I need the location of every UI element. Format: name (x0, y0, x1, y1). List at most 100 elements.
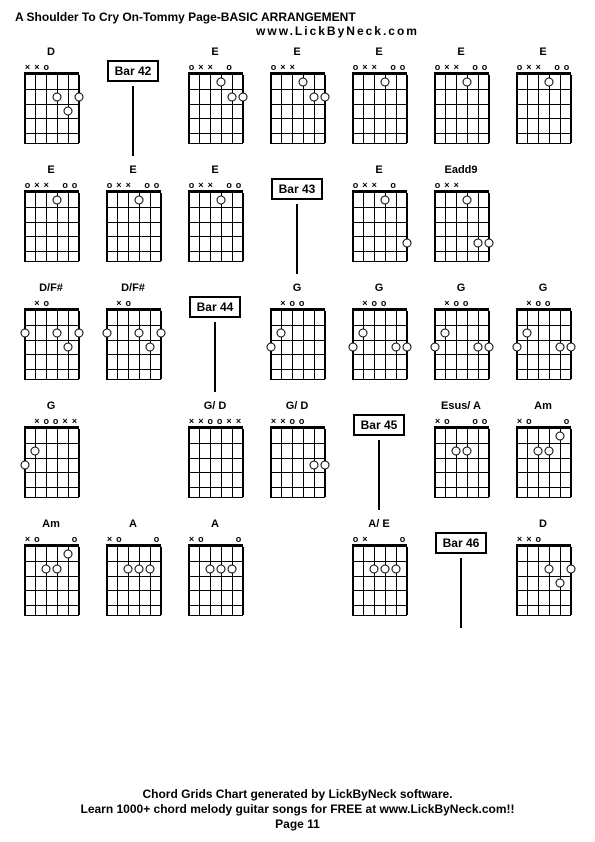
string-marker: × (516, 416, 524, 426)
chord-name-label: G/ D (204, 400, 227, 414)
finger-dot (216, 78, 225, 87)
string-marker: × (443, 180, 451, 190)
finger-dot (555, 432, 564, 441)
string-marker: o (152, 180, 160, 190)
chord-top-markers: ×oo (270, 298, 325, 308)
string-marker: × (115, 180, 123, 190)
fretboard (352, 308, 407, 380)
finger-dot (462, 78, 471, 87)
footer-line-2: Learn 1000+ chord melody guitar songs fo… (0, 802, 595, 816)
chord-top-markers: ×oo×× (24, 416, 79, 426)
finger-dot (124, 564, 133, 573)
string-marker: o (434, 62, 442, 72)
finger-dot (134, 328, 143, 337)
chord-diagram: Eo××oo (425, 46, 497, 156)
chord-diagram: G×oo (507, 282, 579, 392)
fretboard (106, 544, 161, 616)
string-marker: o (480, 416, 488, 426)
string-marker: × (188, 534, 196, 544)
string-marker: o (352, 180, 360, 190)
finger-dot (484, 343, 493, 352)
chord-top-markers: ×oo (434, 298, 489, 308)
chord-top-markers: ×oo (516, 416, 571, 426)
string-marker: o (298, 416, 306, 426)
string-marker: o (52, 416, 60, 426)
string-marker: o (216, 416, 224, 426)
string-marker: × (33, 416, 41, 426)
string-marker: o (70, 534, 78, 544)
chord-diagram: A×oo (97, 518, 169, 628)
blank-cell (97, 400, 169, 510)
string-marker: o (380, 298, 388, 308)
chord-name-label: E (375, 164, 382, 178)
finger-dot (227, 92, 236, 101)
string-marker: o (398, 62, 406, 72)
blank-cell (507, 164, 579, 274)
fretboard (24, 544, 79, 616)
fretboard (24, 308, 79, 380)
finger-dot (380, 78, 389, 87)
bar-label: Bar 43 (271, 178, 324, 200)
string-marker: o (188, 62, 196, 72)
chord-top-markers: o×× (434, 180, 489, 190)
chord-top-markers: o××oo (352, 62, 407, 72)
fretboard (434, 72, 489, 144)
string-marker: × (452, 62, 460, 72)
chord-diagram: G×oo (425, 282, 497, 392)
string-marker: × (124, 180, 132, 190)
string-marker: × (24, 62, 32, 72)
string-marker: × (434, 416, 442, 426)
chord-top-markers: o××oo (516, 62, 571, 72)
fretboard (24, 190, 79, 262)
string-marker: o (24, 180, 32, 190)
chord-name-label: D (47, 46, 55, 60)
page-title: A Shoulder To Cry On-Tommy Page-BASIC AR… (15, 10, 580, 24)
string-marker: × (370, 62, 378, 72)
chord-top-markers: o××oo (188, 180, 243, 190)
fretboard (270, 72, 325, 144)
fretboard (516, 544, 571, 616)
string-marker: o (225, 62, 233, 72)
bar-marker: Bar 45 (343, 400, 415, 510)
finger-dot (473, 239, 482, 248)
string-marker: × (525, 62, 533, 72)
finger-dot (52, 328, 61, 337)
string-marker: × (33, 298, 41, 308)
chord-diagram: Eo××o (179, 46, 251, 156)
bar-marker: Bar 44 (179, 282, 251, 392)
finger-dot (402, 239, 411, 248)
finger-dot (473, 343, 482, 352)
string-marker: × (279, 298, 287, 308)
chord-diagram: A/ Eo×o (343, 518, 415, 628)
string-marker: o (61, 180, 69, 190)
chord-diagram: Eo××oo (507, 46, 579, 156)
string-marker: o (480, 62, 488, 72)
chord-diagram: G/ D××oo (261, 400, 333, 510)
bar-divider-line (378, 440, 380, 510)
fretboard (434, 308, 489, 380)
finger-dot (52, 564, 61, 573)
chord-name-label: D/F# (121, 282, 145, 296)
chord-grid: D××oBar 42Eo××oEo××Eo××ooEo××ooEo××ooEo×… (15, 46, 580, 628)
string-marker: o (70, 180, 78, 190)
string-marker: o (370, 298, 378, 308)
string-marker: o (443, 416, 451, 426)
finger-dot (523, 328, 532, 337)
chord-name-label: E (457, 46, 464, 60)
finger-dot (266, 343, 275, 352)
chord-top-markers: o×× (270, 62, 325, 72)
string-marker: o (553, 62, 561, 72)
finger-dot (566, 343, 575, 352)
chord-top-markers: ××oo×× (188, 416, 243, 426)
bar-label: Bar 42 (107, 60, 160, 82)
fretboard (352, 190, 407, 262)
string-marker: o (534, 298, 542, 308)
fretboard (188, 544, 243, 616)
bar-marker: Bar 46 (425, 518, 497, 628)
finger-dot (452, 446, 461, 455)
string-marker: × (361, 534, 369, 544)
string-marker: o (270, 62, 278, 72)
string-marker: o (143, 180, 151, 190)
finger-dot (391, 564, 400, 573)
finger-dot (298, 78, 307, 87)
